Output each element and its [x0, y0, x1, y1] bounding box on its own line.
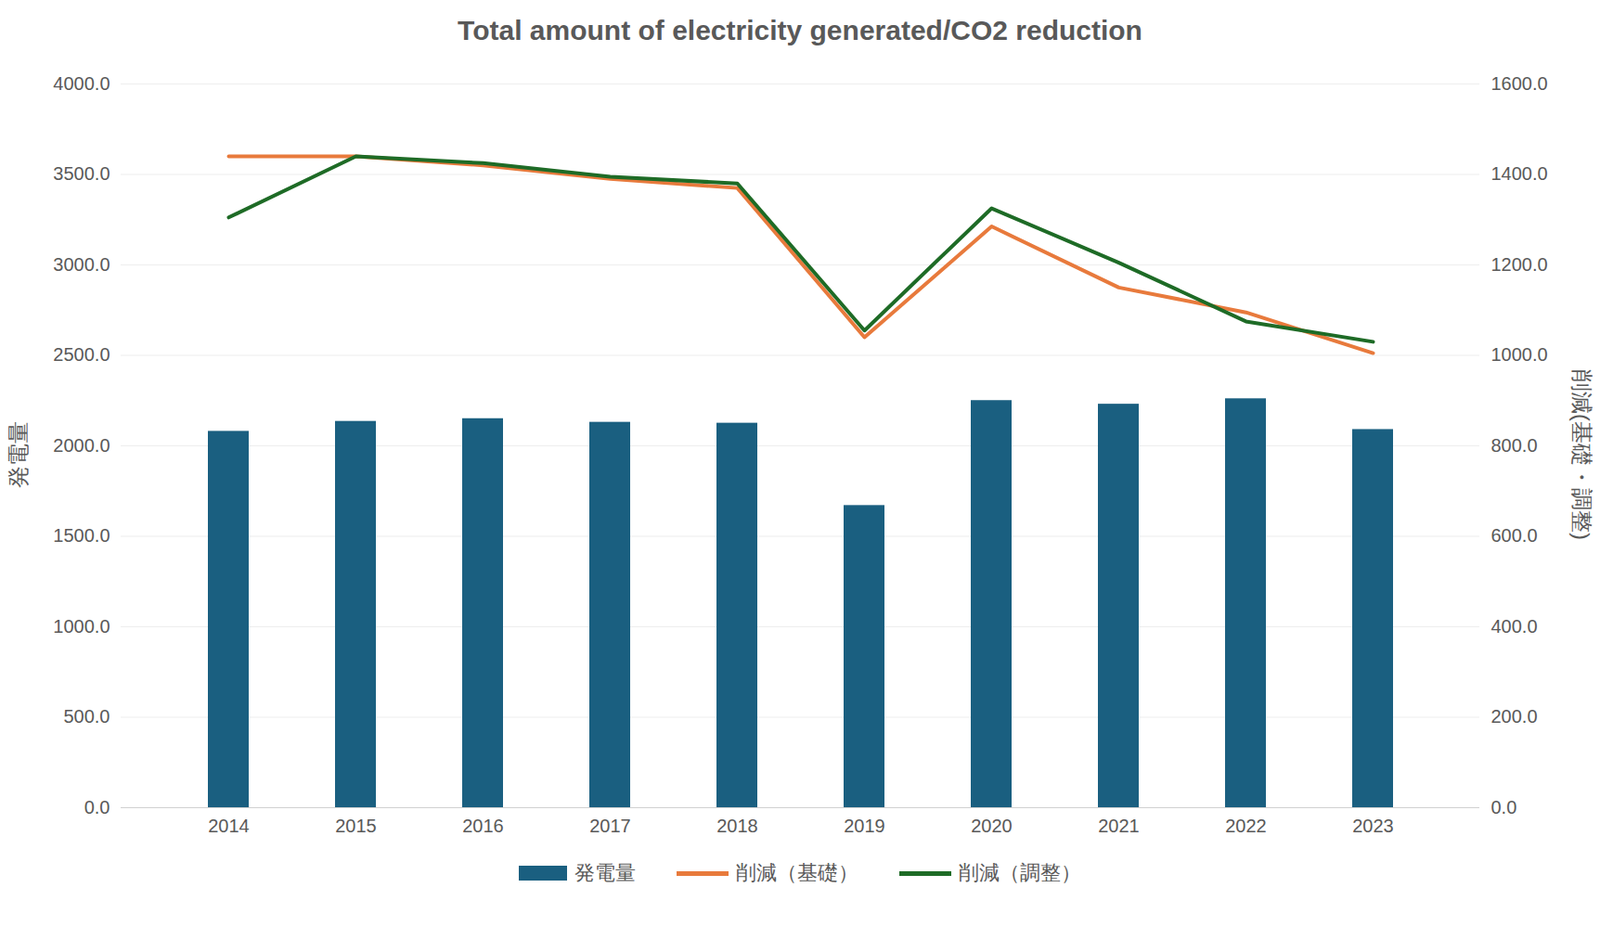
html-text:Total amount of electricity ge: Total amount of electricity generated/CO…	[457, 14, 1143, 46]
svg-text:800.0: 800.0	[1491, 435, 1538, 456]
svg-text:600.0: 600.0	[1491, 525, 1538, 546]
html-text:発電量: 発電量	[574, 861, 636, 885]
svg-text:3500.0: 3500.0	[52, 163, 110, 184]
svg-text:2000.0: 2000.0	[52, 435, 110, 456]
svg-text:1000.0: 1000.0	[52, 616, 110, 637]
svg-text:2022: 2022	[1225, 815, 1267, 837]
html-text:削減（基礎）: 削減（基礎）	[735, 861, 859, 885]
html-text:発電量: 発電量	[5, 421, 31, 489]
svg-text:0.0: 0.0	[1491, 797, 1518, 818]
svg-text:1200.0: 1200.0	[1491, 254, 1549, 275]
svg-text:3000.0: 3000.0	[52, 254, 110, 275]
svg-text:2017: 2017	[589, 815, 632, 837]
svg-text:2016: 2016	[462, 815, 504, 837]
svg-text:2500.0: 2500.0	[52, 344, 110, 365]
svg-text:2023: 2023	[1352, 815, 1394, 837]
svg-text:2019: 2019	[843, 815, 886, 837]
svg-text:2020: 2020	[970, 815, 1013, 837]
svg-text:1000.0: 1000.0	[1491, 344, 1549, 365]
svg-text:0.0: 0.0	[84, 797, 111, 818]
svg-text:2018: 2018	[716, 815, 759, 837]
html-text:削減(基礎・調整): 削減(基礎・調整)	[1569, 369, 1595, 541]
svg-text:1600.0: 1600.0	[1491, 73, 1549, 94]
svg-text:1400.0: 1400.0	[1491, 163, 1549, 184]
svg-text:500.0: 500.0	[63, 706, 110, 727]
html-text:削減（調整）: 削減（調整）	[958, 861, 1082, 885]
svg-text:1500.0: 1500.0	[52, 525, 110, 546]
svg-text:400.0: 400.0	[1491, 616, 1538, 637]
svg-text:200.0: 200.0	[1491, 706, 1538, 727]
svg-text:2014: 2014	[207, 815, 250, 837]
svg-text:2015: 2015	[335, 815, 377, 837]
svg-text:2021: 2021	[1097, 815, 1140, 837]
svg-text:4000.0: 4000.0	[52, 73, 110, 94]
